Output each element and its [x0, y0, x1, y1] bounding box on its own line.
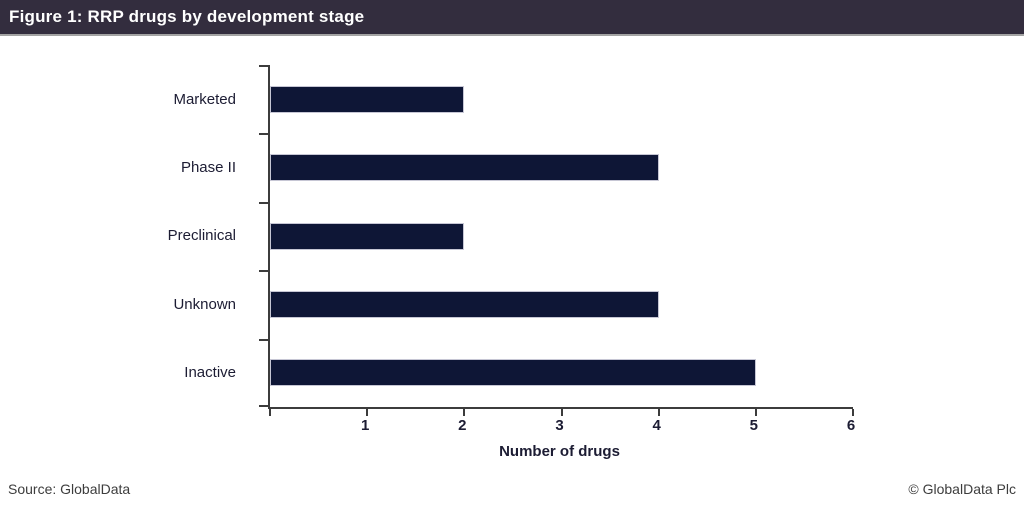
y-axis-tick: [259, 405, 268, 407]
x-tick-label-3: 3: [555, 417, 564, 434]
copyright-text: © GlobalData Plc: [908, 481, 1016, 497]
bar-unknown: [270, 290, 659, 318]
x-tick-label-4: 4: [652, 417, 661, 434]
bar-marketed: [270, 85, 465, 113]
x-axis-tick: [463, 409, 466, 416]
x-axis-tick: [366, 409, 369, 416]
figure-footer: Source: GlobalData © GlobalData Plc: [8, 481, 1016, 497]
x-axis-title: Number of drugs: [499, 443, 620, 460]
category-label-inactive: Inactive: [184, 364, 236, 382]
x-axis-tick: [657, 409, 660, 416]
x-axis-tick: [852, 409, 854, 416]
source-text: Source: GlobalData: [8, 481, 131, 497]
x-axis-tick: [560, 409, 563, 416]
category-label-unknown: Unknown: [173, 295, 236, 313]
y-axis-tick: [259, 338, 268, 341]
x-axis-tick: [754, 409, 757, 416]
bar-preclinical: [270, 222, 465, 250]
x-axis-tick-labels: 1 2 3 4 5 6: [268, 417, 855, 437]
bar-inactive: [270, 359, 756, 387]
y-axis-tick: [259, 133, 268, 136]
y-axis-tick: [259, 270, 268, 273]
y-axis-tick: [259, 201, 268, 204]
y-axis-tick: [259, 65, 268, 67]
plot-area: [259, 65, 854, 416]
x-axis-tick: [269, 409, 271, 416]
category-label-marketed: Marketed: [173, 90, 236, 108]
y-axis-category-labels: Marketed Phase II Preclinical Unknown Inacti…: [0, 65, 252, 407]
x-tick-label-6: 6: [846, 417, 856, 434]
x-tick-label-5: 5: [749, 417, 758, 434]
x-tick-label-2: 2: [458, 417, 467, 434]
category-label-phase-ii: Phase II: [180, 159, 236, 177]
x-tick-label-1: 1: [360, 417, 370, 434]
bar-phase-ii: [270, 154, 659, 182]
figure-title-bar: Figure 1: RRP drugs by development stage: [0, 0, 1024, 36]
category-label-preclinical: Preclinical: [167, 227, 236, 245]
figure-title: Figure 1: RRP drugs by development stage: [9, 7, 365, 26]
